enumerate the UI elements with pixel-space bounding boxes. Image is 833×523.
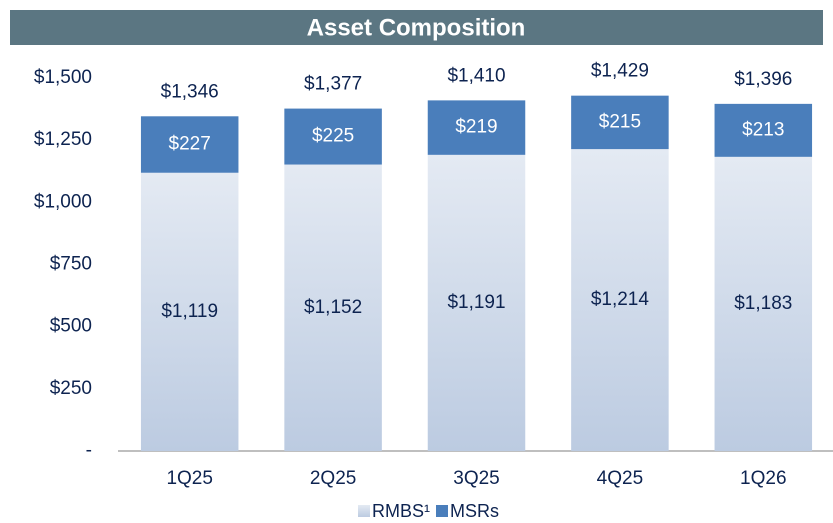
y-tick-label: - [86,440,92,461]
data-label: $1,183 [734,293,792,314]
bar-segment [284,108,382,165]
x-tick-label: 2Q25 [310,468,356,489]
bar-segment [284,164,382,451]
bar-segment [140,116,239,173]
bar-segment [571,95,669,150]
bar-segment [571,149,669,452]
y-tick-label: $250 [50,378,92,399]
x-tick-label: 1Q26 [740,468,786,489]
y-tick-label: $1,500 [34,67,92,88]
total-label: $1,410 [447,65,505,86]
total-label: $1,396 [734,69,792,90]
y-tick-label: $1,000 [34,191,92,212]
data-label: $1,119 [161,301,218,322]
data-label: $215 [599,111,641,132]
total-label: $1,377 [304,74,362,95]
title-banner [10,10,823,45]
legend-swatch [436,505,448,517]
legend-label: MSRs [450,501,499,521]
data-label: $227 [169,134,211,155]
data-label: $225 [312,126,354,147]
y-tick-label: $500 [50,316,92,337]
bar-segment [427,154,526,451]
y-tick-label: $1,250 [34,129,92,150]
bar-segment [714,103,813,157]
bar-segment [140,172,239,451]
data-label: $1,191 [447,292,505,313]
x-tick-label: 1Q25 [166,468,212,489]
data-label: $1,152 [304,297,362,318]
bar-segment [427,100,526,155]
data-label: $1,214 [591,289,650,310]
total-label: $1,346 [161,81,219,102]
chart-title: Asset Composition [307,14,526,41]
data-label: $219 [455,117,497,138]
bar-segment [714,156,813,451]
data-label: $213 [742,119,784,140]
x-tick-label: 3Q25 [453,468,499,489]
legend-swatch [358,505,370,517]
y-tick-label: $750 [50,254,92,275]
x-tick-label: 4Q25 [597,468,643,489]
legend-label: RMBS¹ [372,501,430,521]
total-label: $1,429 [591,61,649,82]
